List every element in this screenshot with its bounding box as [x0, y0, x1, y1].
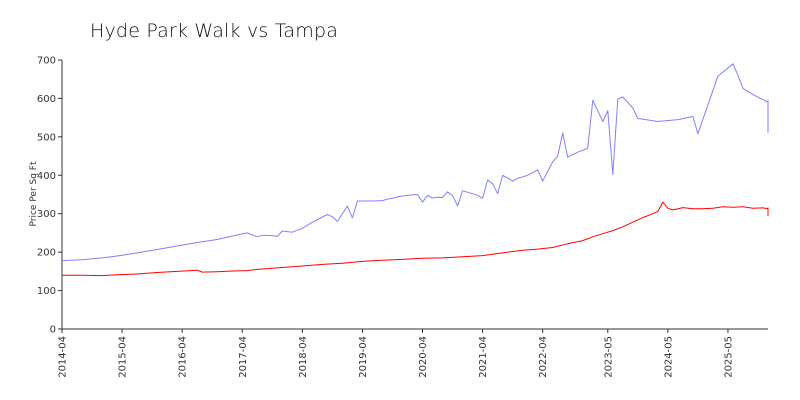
x-tick-label: 2025-05 [723, 336, 734, 378]
y-tick-label: 400 [37, 171, 56, 182]
y-tick-label: 100 [37, 286, 56, 297]
y-tick-label: 500 [37, 132, 56, 143]
series-line-2 [62, 201, 769, 277]
y-tick-label: 0 [50, 325, 56, 336]
x-tick-label: 2015-04 [118, 336, 129, 378]
x-tick-label: 2016-04 [178, 336, 189, 378]
y-tick-label: 200 [37, 248, 56, 259]
series-layer [61, 63, 769, 277]
series-line-1 [61, 63, 769, 262]
y-tick-label: 300 [37, 209, 56, 220]
x-tick-label: 2022-04 [538, 336, 549, 378]
x-tick-label: 2024-05 [663, 336, 674, 378]
x-tick-label: 2023-05 [603, 336, 614, 378]
x-tick-label: 2021-04 [478, 336, 489, 378]
x-tick-label: 2018-04 [298, 336, 309, 378]
x-tick-label: 2020-04 [418, 336, 429, 378]
x-tick-label: 2014-04 [58, 336, 69, 378]
chart-title: Hyde Park Walk vs Tampa [90, 20, 338, 42]
y-tick-label: 700 [37, 56, 56, 67]
y-axis-label: Price Per Sq Ft [29, 161, 39, 226]
x-tick-label: 2017-04 [238, 336, 249, 378]
y-tick-label: 600 [37, 94, 56, 105]
x-tick-label: 2019-04 [358, 336, 369, 378]
axes: 0 100 200 300 400 500 600 700 2014-04 2015-04 2016… [37, 56, 768, 378]
